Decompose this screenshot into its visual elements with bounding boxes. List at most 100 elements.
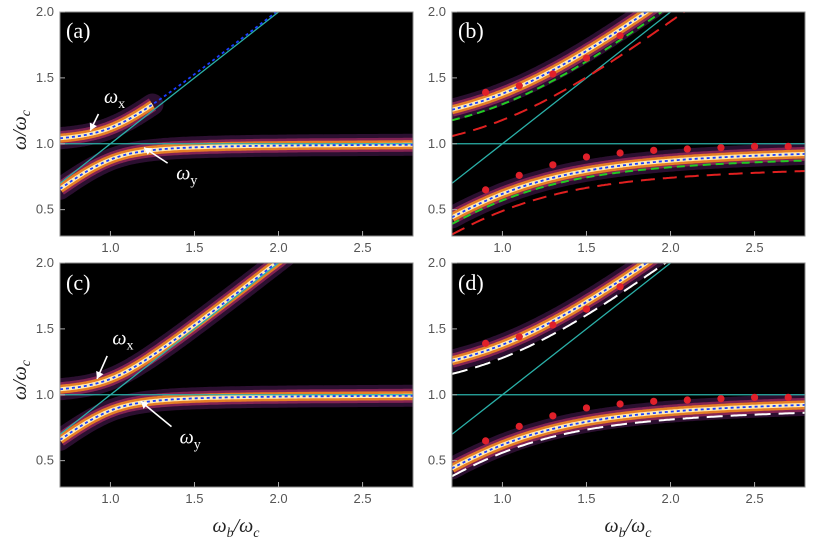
panel-a-xtick-label-1: 1.5: [185, 240, 203, 255]
panel-a-ytick-label-2: 1.5: [36, 70, 54, 85]
panel-c-dotted-1: [60, 263, 278, 391]
panel-b-plot: [452, 12, 805, 236]
panel-a-label: (a): [66, 18, 90, 43]
panel-a-annotation-1-arrowhead: [144, 147, 153, 155]
panel-d-point-lower-4: [616, 400, 624, 408]
panel-d-point-upper-1: [515, 333, 523, 341]
panel-c-annotation-1-label: ωy: [180, 427, 201, 453]
panel-d-point-lower-1: [515, 422, 523, 430]
panel-d-xtick-label-0: 1.0: [493, 491, 511, 506]
panel-a-xtick-label-2: 2.0: [269, 240, 287, 255]
panel-a-ytick-label-3: 2.0: [36, 4, 54, 19]
panel-c-xtick-label-2: 2.0: [269, 491, 287, 506]
panel-a-plot: [60, 12, 413, 200]
panel-d-white-upper: [452, 263, 668, 375]
panel-c-ytick-label-1: 1.0: [36, 387, 54, 402]
panel-b-point-upper-0: [482, 88, 490, 96]
panel-d-dotted-1: [452, 263, 648, 362]
panel-d-frame: [451, 262, 806, 488]
panel-a: ωx ωy (a): [59, 11, 414, 237]
panel-a-dotted-0: [60, 143, 413, 190]
panel-b-asymptote-diagonal: [452, 12, 671, 184]
panel-a-annotation-0-label: ωx: [104, 86, 125, 112]
panel-d-asymptote-diagonal: [452, 263, 671, 435]
panel-a-band-1-core: [60, 102, 154, 141]
panel-d-xtick-label-1: 1.5: [577, 491, 595, 506]
panel-d-band-0-core: [452, 402, 805, 471]
panel-b-red-lower: [452, 170, 805, 236]
panel-c-ytick-label-0: 0.5: [36, 453, 54, 468]
panel-d-point-lower-9: [784, 393, 792, 401]
panel-b-point-upper-4: [616, 32, 624, 40]
x-axis-label-right: ωb/ωc: [604, 515, 652, 541]
panel-d: (d): [451, 262, 806, 488]
panel-b-point-lower-3: [582, 153, 591, 161]
panel-d-point-upper-0: [482, 339, 490, 347]
panel-d-point-lower-2: [549, 412, 557, 420]
panel-c-asymptote-diagonal: [60, 263, 279, 435]
panel-c-xtick-label-0: 1.0: [101, 491, 119, 506]
panel-d-ytick-label-2: 1.5: [428, 321, 446, 336]
panel-b-ytick-label-3: 2.0: [428, 4, 446, 19]
panel-d-background: [452, 263, 805, 487]
panel-b-xtick-label-3: 2.5: [746, 240, 764, 255]
panel-c-ytick-label-3: 2.0: [36, 255, 54, 270]
panel-d-point-upper-4: [616, 283, 624, 291]
panel-b-background: [452, 12, 805, 236]
panel-b-point-lower-4: [616, 149, 624, 157]
panel-b-band-0-core: [452, 151, 805, 220]
panel-b-label: (b): [458, 18, 484, 43]
panel-b-point-lower-7: [717, 144, 725, 152]
panel-b-content: [452, 12, 805, 236]
panel-d-content: [452, 263, 805, 480]
panel-d-ytick-label-1: 1.0: [428, 387, 446, 402]
panel-a-dotted-1: [60, 12, 278, 140]
y-axis-label-bottom: ω/ωc: [9, 359, 34, 400]
panel-d-point-lower-7: [717, 395, 725, 403]
panel-d-xtick-label-3: 2.5: [746, 491, 764, 506]
panel-d-point-lower-8: [750, 393, 759, 401]
y-axis-label-top: ω/ωc: [9, 109, 34, 150]
panel-d-point-lower-0: [482, 437, 490, 445]
panel-c-annotation-1-arrowhead: [140, 401, 149, 409]
panel-d-point-lower-3: [582, 404, 591, 412]
panel-d-point-lower-5: [650, 397, 658, 405]
panel-c-dotted-0: [60, 394, 413, 441]
panel-a-ytick-label-1: 1.0: [36, 136, 54, 151]
panel-c-label: (c): [66, 270, 90, 295]
panel-c-frame: [59, 262, 414, 488]
panel-c-ytick-label-2: 1.5: [36, 321, 54, 336]
panel-a-xtick-label-0: 1.0: [101, 240, 119, 255]
panel-b-point-lower-5: [650, 146, 658, 154]
panel-b-point-lower-0: [482, 186, 490, 194]
panel-b-point-upper-2: [549, 70, 557, 78]
panel-b-xtick-label-1: 1.5: [577, 240, 595, 255]
panel-c-plot: [60, 263, 413, 451]
panel-d-xtick-label-2: 2.0: [661, 491, 679, 506]
panel-c-annotation-0-label: ωx: [112, 328, 133, 354]
panel-a-asymptote-diagonal: [60, 12, 279, 184]
panel-b-point-upper-1: [515, 82, 523, 90]
panel-d-point-upper-3: [582, 305, 591, 313]
panel-b: (b): [451, 11, 806, 237]
panel-b-ytick-label-0: 0.5: [428, 202, 446, 217]
panel-d-plot: [452, 263, 805, 480]
panel-b-point-lower-1: [515, 171, 523, 179]
panel-d-ytick-label-0: 0.5: [428, 453, 446, 468]
panel-c: ωx ωy (c): [59, 262, 414, 488]
panel-c-xtick-label-1: 1.5: [185, 491, 203, 506]
panel-b-point-upper-3: [582, 54, 591, 62]
panel-b-ytick-label-1: 1.0: [428, 136, 446, 151]
panel-a-xtick-label-3: 2.5: [354, 240, 372, 255]
panel-c-content: ωx ωy: [60, 263, 413, 453]
panel-b-point-lower-9: [784, 142, 792, 150]
panel-b-point-lower-2: [549, 161, 557, 169]
panel-b-dotted-1: [452, 12, 648, 111]
panel-a-annotation-1-label: ωy: [176, 162, 197, 188]
panel-b-point-lower-8: [750, 142, 759, 150]
panel-d-point-lower-6: [683, 396, 691, 404]
panel-b-green-lower: [452, 159, 805, 225]
panel-b-point-lower-6: [683, 145, 691, 153]
panel-a-annotation-0-arrowhead: [89, 122, 97, 131]
panel-b-green-upper: [452, 12, 664, 122]
